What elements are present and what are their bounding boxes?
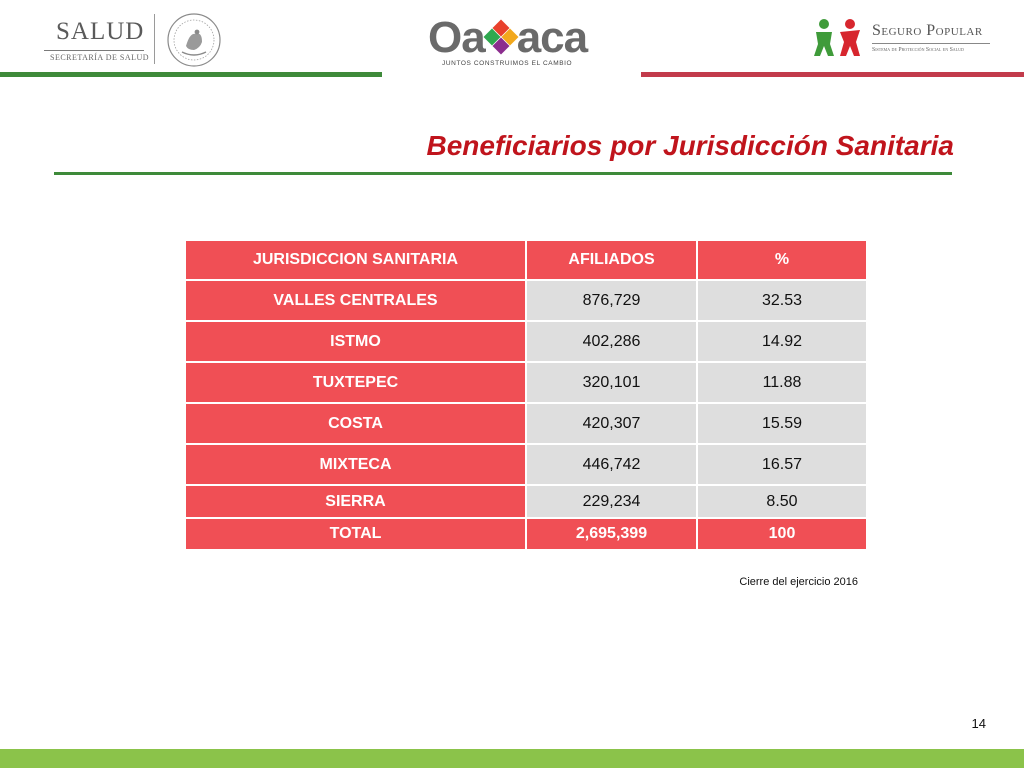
table-row: VALLES CENTRALES 876,729 32.53	[186, 281, 866, 320]
header-green-bar	[0, 72, 382, 77]
row-percent: 32.53	[698, 281, 866, 320]
row-jurisdiccion: COSTA	[186, 404, 525, 443]
seguro-popular-rule	[872, 43, 990, 44]
oaxaca-logo: Oa aca JUNTOS CONSTRUIMOS EL CAMBIO	[426, 14, 596, 72]
seguro-popular-logo: Seguro Popular Sistema de Protección Soc…	[812, 18, 992, 62]
salud-logo-subtitle: SECRETARÍA DE SALUD	[50, 53, 150, 62]
beneficiarios-table: JURISDICCION SANITARIA AFILIADOS % VALLE…	[184, 239, 868, 551]
total-percent: 100	[698, 519, 866, 549]
title-underline	[54, 172, 952, 175]
row-afiliados: 229,234	[527, 486, 696, 517]
row-percent: 15.59	[698, 404, 866, 443]
row-afiliados: 320,101	[527, 363, 696, 402]
footer-green-bar	[0, 749, 1024, 768]
salud-logo: SALUD SECRETARÍA DE SALUD	[44, 16, 184, 62]
row-afiliados: 876,729	[527, 281, 696, 320]
row-percent: 16.57	[698, 445, 866, 484]
header-divider	[154, 14, 155, 64]
salud-logo-word: SALUD	[56, 18, 145, 45]
oaxaca-logo-tagline: JUNTOS CONSTRUIMOS EL CAMBIO	[442, 60, 573, 67]
table-total-row: TOTAL 2,695,399 100	[186, 519, 866, 549]
total-afiliados: 2,695,399	[527, 519, 696, 549]
table-row: SIERRA 229,234 8.50	[186, 486, 866, 517]
row-jurisdiccion: TUXTEPEC	[186, 363, 525, 402]
header-jurisdiccion: JURISDICCION SANITARIA	[186, 241, 525, 279]
row-afiliados: 446,742	[527, 445, 696, 484]
page-number: 14	[971, 716, 986, 731]
row-jurisdiccion: SIERRA	[186, 486, 525, 517]
seguro-popular-subtitle: Sistema de Protección Social en Salud	[872, 47, 964, 53]
table-row: TUXTEPEC 320,101 11.88	[186, 363, 866, 402]
table-row: ISTMO 402,286 14.92	[186, 322, 866, 361]
header-afiliados: AFILIADOS	[527, 241, 696, 279]
table-row: MIXTECA 446,742 16.57	[186, 445, 866, 484]
header-red-bar	[641, 72, 1024, 77]
seguro-popular-word: Seguro Popular	[872, 22, 983, 39]
row-jurisdiccion: ISTMO	[186, 322, 525, 361]
slide-title: Beneficiarios por Jurisdicción Sanitaria	[426, 130, 954, 161]
row-percent: 14.92	[698, 322, 866, 361]
row-afiliados: 402,286	[527, 322, 696, 361]
seguro-popular-figures-icon	[814, 19, 860, 56]
table-row: COSTA 420,307 15.59	[186, 404, 866, 443]
salud-logo-rule	[44, 50, 144, 51]
oaxaca-x-icon	[483, 19, 519, 55]
table-header-row: JURISDICCION SANITARIA AFILIADOS %	[186, 241, 866, 279]
oaxaca-logo-word: Oa aca	[428, 13, 588, 62]
total-label: TOTAL	[186, 519, 525, 549]
national-seal-icon	[167, 13, 221, 67]
row-percent: 11.88	[698, 363, 866, 402]
header-percent: %	[698, 241, 866, 279]
row-afiliados: 420,307	[527, 404, 696, 443]
row-jurisdiccion: MIXTECA	[186, 445, 525, 484]
oaxaca-word-left: Oa	[428, 13, 486, 62]
row-percent: 8.50	[698, 486, 866, 517]
row-jurisdiccion: VALLES CENTRALES	[186, 281, 525, 320]
oaxaca-word-right: aca	[516, 13, 588, 62]
footnote: Cierre del ejercicio 2016	[739, 576, 858, 588]
